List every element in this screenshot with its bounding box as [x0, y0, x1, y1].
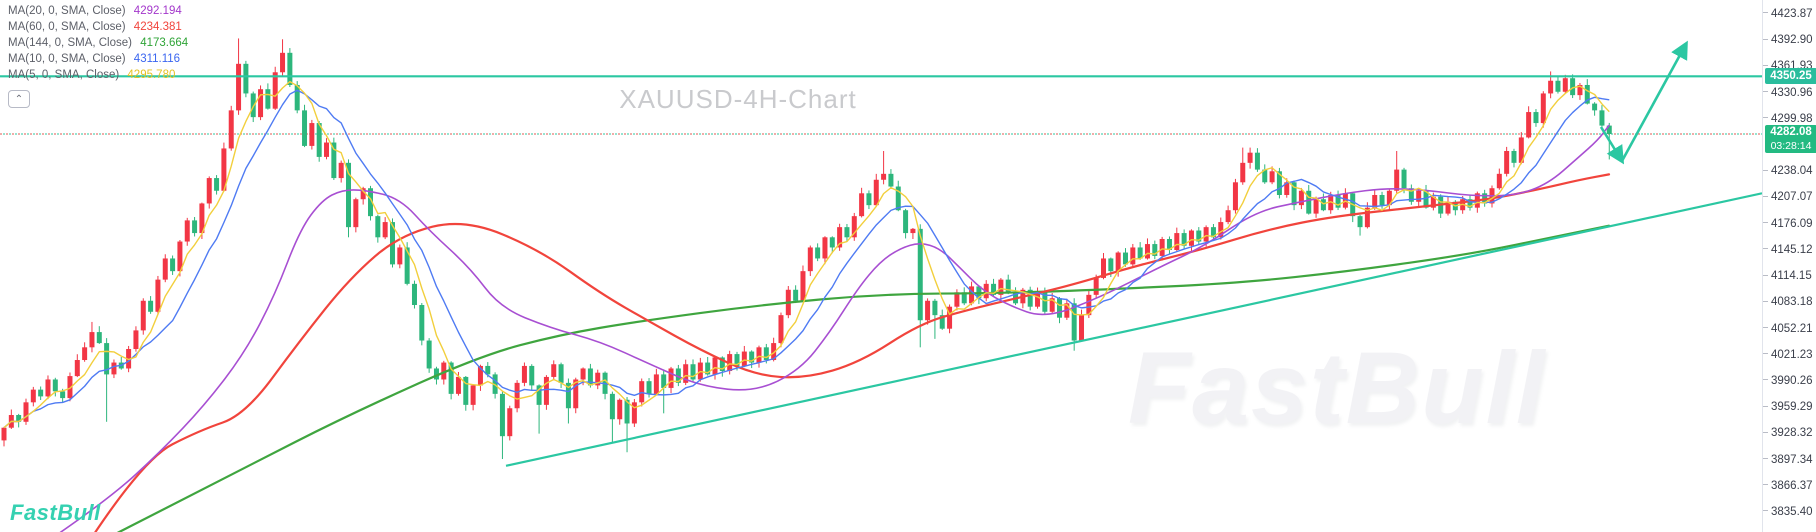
axis-tick-label: 4207.07: [1763, 190, 1816, 204]
axis-tick-label: 4423.87: [1763, 7, 1816, 21]
axis-tick-label: 4330.96: [1763, 86, 1816, 100]
candles-series: [1, 38, 1612, 460]
axis-tick-label: 4299.98: [1763, 112, 1816, 126]
axis-tick-label: 3959.29: [1763, 400, 1816, 414]
ma5-label: MA(5, 0, SMA, Close): [8, 69, 120, 81]
axis-tick-label: 3990.26: [1763, 374, 1816, 388]
candle-countdown: 03:28:14: [1770, 139, 1812, 152]
legend-collapse-button[interactable]: ⌃: [8, 90, 30, 108]
breakout-arrow[interactable]: [1620, 40, 1688, 162]
ma144-value: 4173.664: [140, 37, 189, 49]
ma144-label: MA(144, 0, SMA, Close): [8, 37, 132, 49]
price-axis[interactable]: 4350.25 4282.08 03:28:14 4423.87 4392.90 4…: [1762, 0, 1816, 532]
pullback-arrow[interactable]: [1599, 126, 1625, 165]
ma10-label: MA(10, 0, SMA, Close): [8, 53, 126, 65]
ma20-value: 4292.194: [133, 5, 182, 17]
axis-tick-label: 4021.23: [1763, 348, 1816, 362]
ma5-value: 4295.780: [127, 69, 176, 81]
current-price-badge: 4282.08 03:28:14: [1765, 124, 1816, 153]
ma60-value: 4234.381: [133, 21, 182, 33]
axis-tick-label: 3897.34: [1763, 453, 1816, 467]
ma144-line: [117, 224, 1611, 532]
chart-title-watermark: XAUUSD-4H-Chart: [619, 84, 857, 114]
axis-tick-label: 4392.90: [1763, 33, 1816, 47]
chevron-up-icon: ⌃: [14, 93, 24, 105]
price-line-badge: 4350.25: [1765, 68, 1816, 85]
fastbull-logo: FastBull: [10, 500, 101, 525]
fastbull-watermark: FastBull: [1128, 331, 1547, 445]
ma5-legend-row[interactable]: MA(5, 0, SMA, Close) 4295.780: [8, 67, 188, 83]
ma10-legend-row[interactable]: MA(10, 0, SMA, Close) 4311.116: [8, 51, 188, 67]
ma5-line: [3, 80, 1610, 429]
axis-tick-label: 4238.04: [1763, 164, 1816, 178]
ma10-value: 4311.116: [133, 53, 181, 65]
ma20-line: [59, 124, 1610, 532]
ma60-line: [94, 173, 1611, 532]
ma60-legend-row[interactable]: MA(60, 0, SMA, Close) 4234.381: [8, 19, 188, 35]
ma144-legend-row[interactable]: MA(144, 0, SMA, Close) 4173.664: [8, 35, 188, 51]
ma60-label: MA(60, 0, SMA, Close): [8, 21, 126, 33]
price-chart-canvas[interactable]: [0, 0, 1762, 532]
axis-tick-label: 4114.15: [1763, 269, 1816, 283]
axis-tick-label: 3835.40: [1763, 505, 1816, 519]
trendline[interactable]: [505, 192, 1762, 467]
ma-legend: MA(20, 0, SMA, Close) 4292.194 MA(60, 0,…: [8, 3, 188, 83]
axis-tick-label: 4052.21: [1763, 322, 1816, 336]
axis-tick-label: 4083.18: [1763, 295, 1816, 309]
axis-tick-label: 3928.32: [1763, 426, 1816, 440]
axis-tick-label: 4176.09: [1763, 217, 1816, 231]
current-price-value: 4282.08: [1770, 125, 1812, 138]
ma10-line: [3, 89, 1610, 429]
ma20-label: MA(20, 0, SMA, Close): [8, 5, 126, 17]
axis-tick-label: 4145.12: [1763, 243, 1816, 257]
axis-tick-label: 3866.37: [1763, 479, 1816, 493]
ma20-legend-row[interactable]: MA(20, 0, SMA, Close) 4292.194: [8, 3, 188, 19]
